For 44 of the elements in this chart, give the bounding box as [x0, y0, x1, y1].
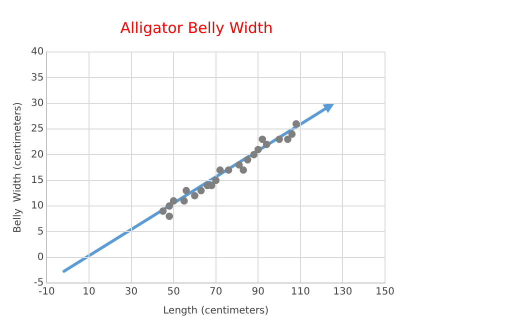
- point: [258, 136, 266, 143]
- point: [250, 150, 258, 158]
- point: [262, 140, 270, 148]
- y-tick-label: 5: [37, 226, 44, 238]
- y-tick-label: 35: [30, 72, 44, 84]
- point: [191, 192, 198, 200]
- point: [166, 202, 174, 210]
- point: [276, 136, 283, 143]
- x-tick-label: 30: [124, 286, 138, 298]
- point: [180, 197, 188, 205]
- point: [244, 156, 252, 164]
- point: [212, 176, 220, 184]
- point: [197, 186, 205, 194]
- y-axis-title: Belly Width (centimeters): [12, 102, 24, 233]
- point: [240, 166, 248, 174]
- x-axis-title: Length (centimeters): [163, 306, 269, 317]
- x-tick-label: 110: [290, 286, 310, 298]
- y-tick-label: 0: [37, 252, 44, 263]
- y-tick-label: 10: [30, 200, 44, 212]
- point: [254, 146, 262, 154]
- point: [288, 130, 296, 138]
- x-tick-label: 150: [375, 286, 395, 298]
- chart-title: Alligator Belly Width: [120, 18, 273, 37]
- x-tick-label: 10: [82, 286, 96, 298]
- x-tick-label: 130: [333, 286, 352, 298]
- point: [284, 136, 292, 143]
- y-tick-label: 30: [30, 98, 44, 109]
- y-tick-label: 20: [30, 149, 44, 160]
- point: [292, 120, 300, 128]
- point: [170, 197, 178, 205]
- y-tick-label: 15: [30, 174, 44, 186]
- point: [224, 166, 232, 174]
- y-tick-label: -5: [34, 278, 44, 289]
- x-tick-label: -10: [38, 286, 55, 298]
- x-tick-label: 50: [167, 286, 180, 298]
- point: [166, 212, 174, 220]
- point: [216, 166, 224, 174]
- point: [159, 207, 167, 215]
- point: [182, 186, 190, 194]
- y-tick-label: 40: [30, 46, 44, 58]
- x-tick-label: 70: [209, 286, 222, 298]
- x-tick-label: 90: [252, 286, 265, 298]
- y-tick-label: 25: [30, 124, 44, 135]
- point: [235, 161, 243, 169]
